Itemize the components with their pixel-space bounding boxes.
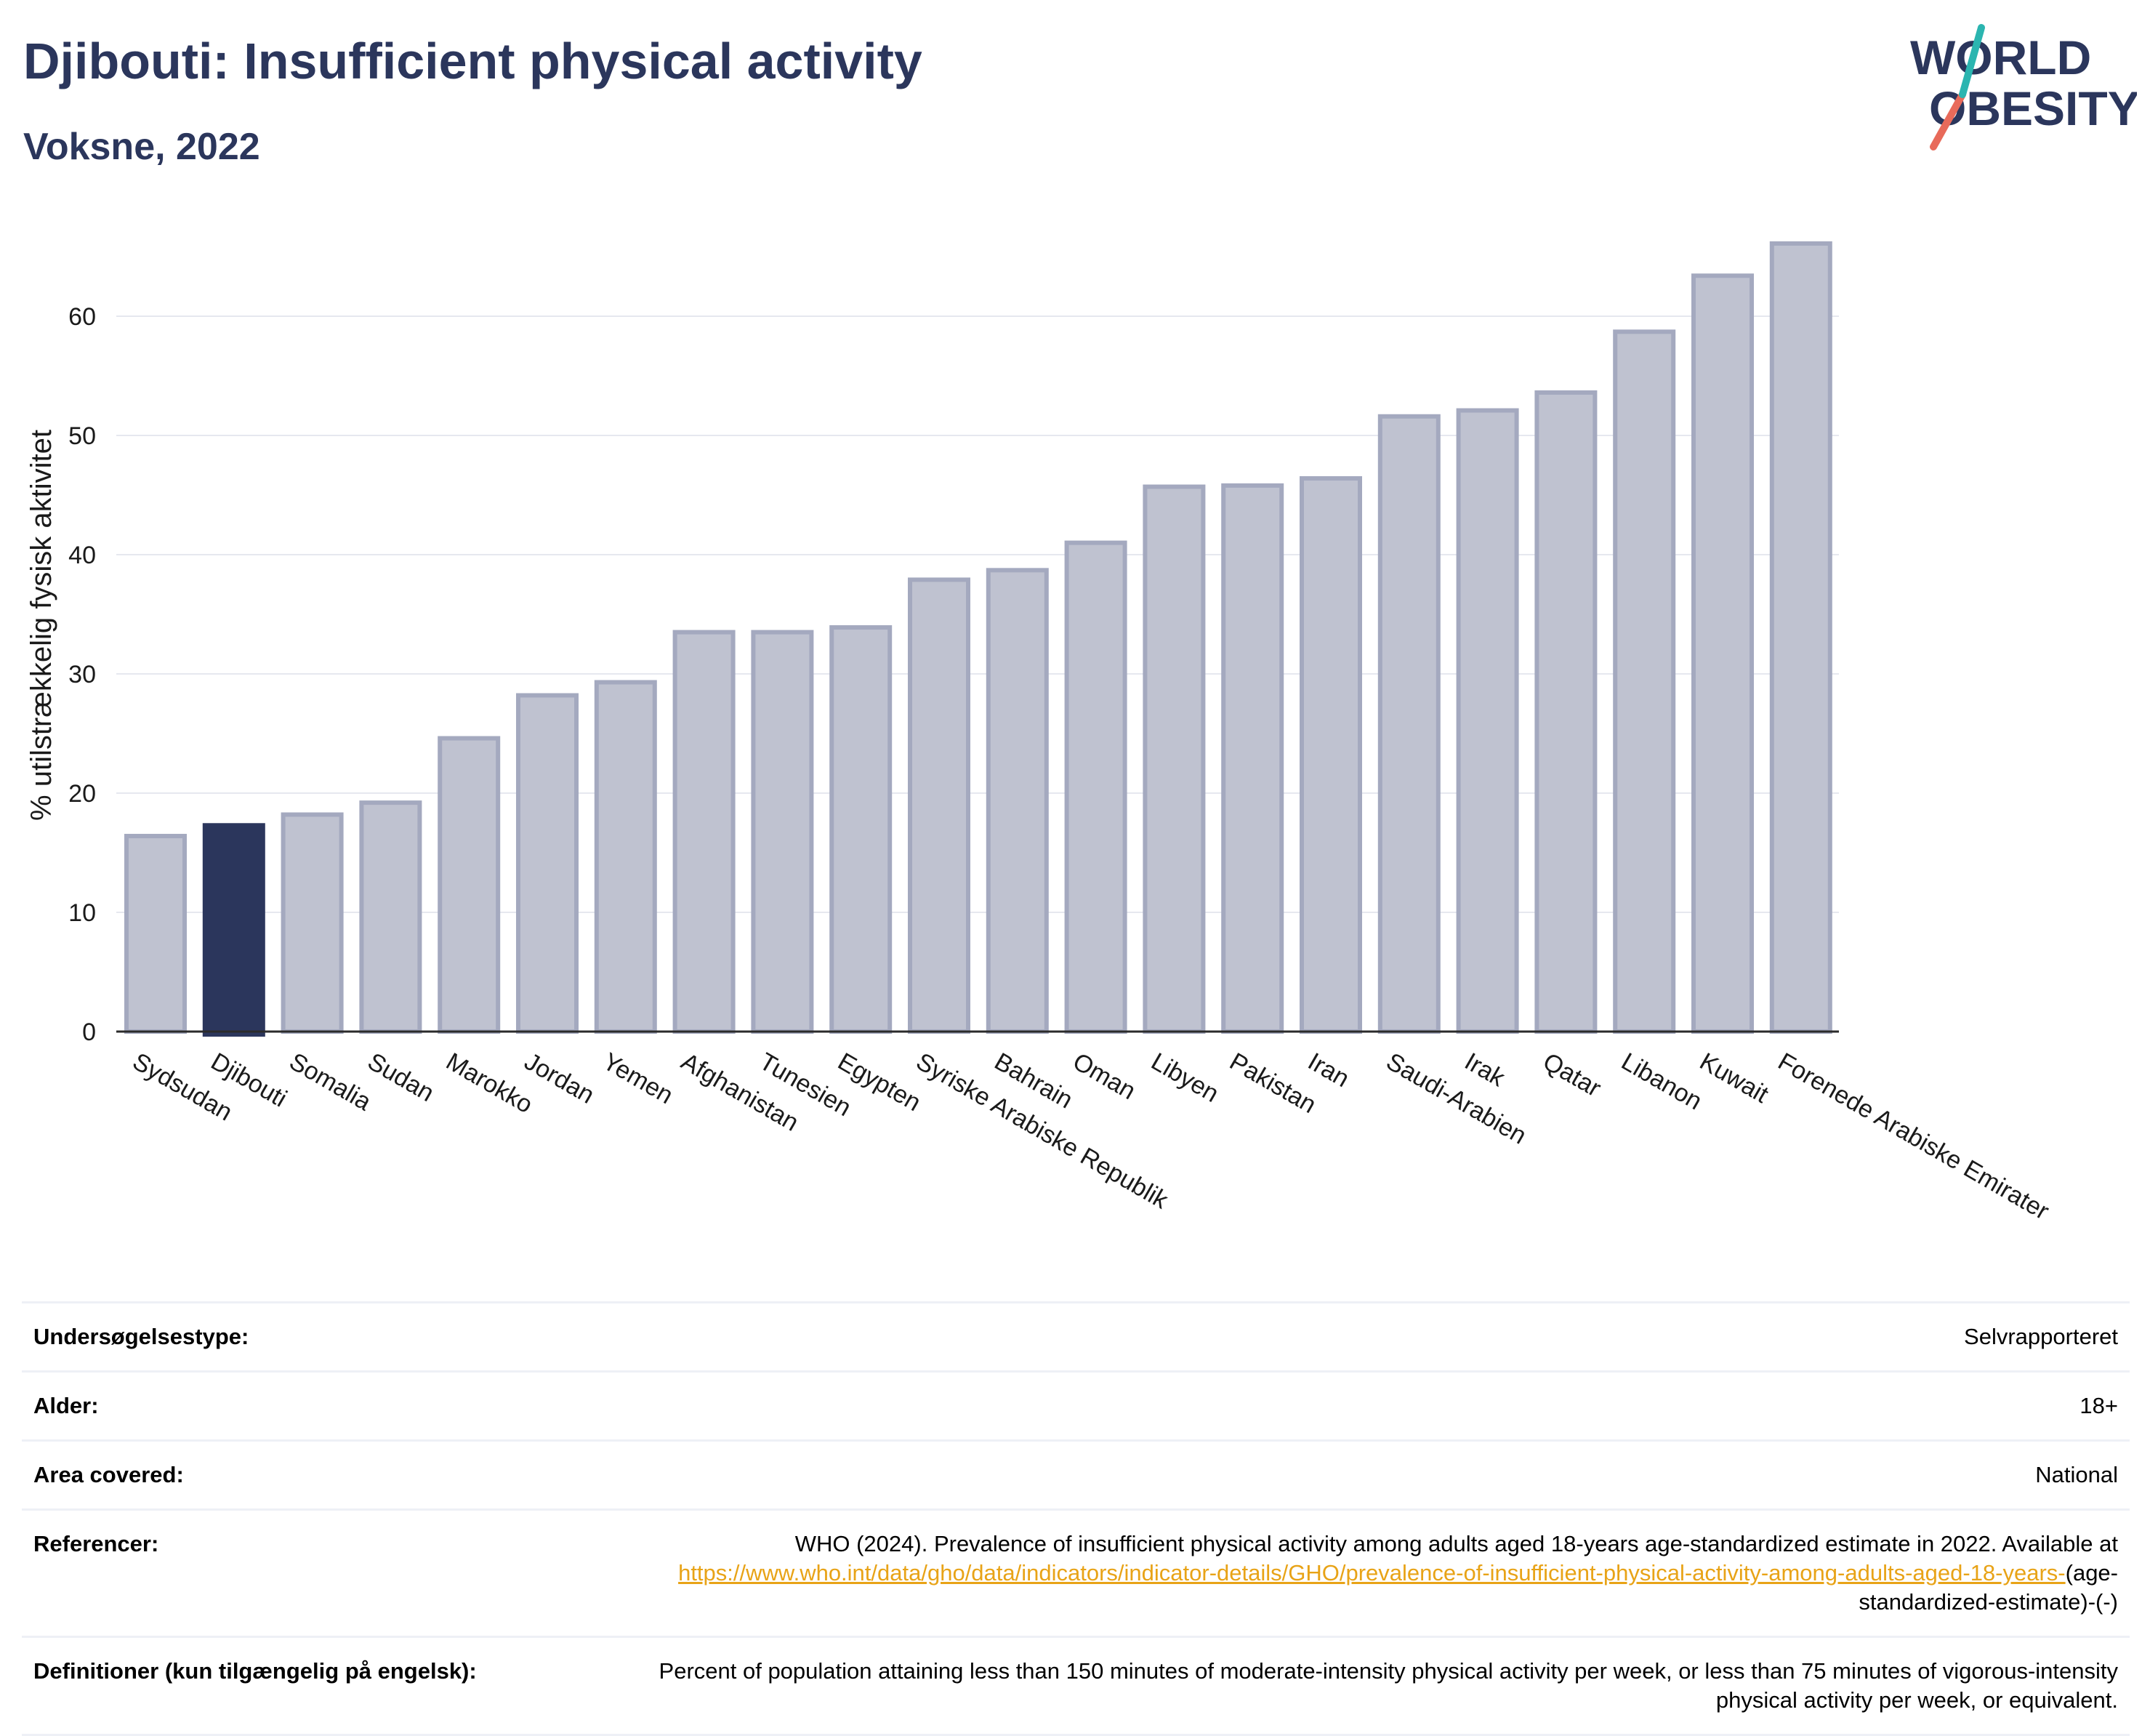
page-title: Djibouti: Insufficient physical activity [23, 33, 922, 89]
logo-slash-upper [1959, 24, 1985, 98]
bar [751, 630, 814, 1034]
info-key: Definitioner (kun tilgængelig på engelsk… [33, 1658, 477, 1684]
bar [908, 577, 970, 1034]
x-tick-label: Oman [1068, 1048, 1140, 1105]
bar [1064, 540, 1127, 1034]
info-row-reference: Referencer: WHO (2024). Prevalence of in… [22, 1508, 2130, 1636]
world-obesity-logo: WORLD OBESITY [1910, 24, 2137, 150]
bar [281, 812, 344, 1034]
logo-slash-lower [1930, 91, 1966, 150]
bar [1769, 241, 1832, 1034]
y-tick-label: 10 [68, 899, 96, 927]
x-tick-label: Libyen [1146, 1048, 1223, 1108]
x-tick-label: Pakistan [1225, 1048, 1321, 1119]
bar [829, 625, 893, 1034]
y-tick-label: 50 [68, 422, 96, 450]
reference-value: WHO (2024). Prevalence of insufficient p… [592, 1530, 2118, 1617]
bar [1456, 408, 1519, 1034]
x-tick-label: Somalia [285, 1048, 376, 1116]
bar [516, 693, 579, 1034]
y-axis-label: % utilstrækkelig fysisk aktivitet [25, 430, 57, 821]
info-row: Area covered: National [22, 1439, 2130, 1508]
y-tick-label: 0 [82, 1018, 96, 1046]
logo-line1: WORLD [1910, 31, 2091, 84]
y-tick-label: 40 [68, 542, 96, 569]
x-tick-label: Libanon [1616, 1048, 1707, 1115]
bar [594, 680, 657, 1034]
bar [1534, 390, 1598, 1034]
y-tick-label: 20 [68, 780, 96, 808]
info-key: Undersøgelsestype: [33, 1324, 249, 1349]
info-row-definition: Definitioner (kun tilgængelig på engelsk… [22, 1636, 2130, 1736]
info-value: 18+ [2079, 1393, 2118, 1418]
bar-chart: 0 10 20 30 40 50 60 % utilstrækkelig fysisk akt… [25, 241, 2054, 1226]
info-key: Referencer: [33, 1531, 159, 1556]
info-row: Alder: 18+ [22, 1370, 2130, 1439]
info-value: Selvrapporteret [1964, 1324, 2118, 1349]
page-subtitle: Voksne, 2022 [23, 126, 260, 168]
info-key: Alder: [33, 1393, 99, 1418]
reference-link[interactable]: https://www.who.int/data/gho/data/indica… [678, 1560, 2066, 1586]
definition-value: Percent of population attaining less tha… [659, 1658, 2118, 1713]
y-tick-label: 60 [68, 303, 96, 331]
reference-text: WHO (2024). Prevalence of insufficient p… [794, 1531, 2118, 1556]
x-tick-label: Qatar [1538, 1048, 1606, 1102]
bar [1221, 483, 1284, 1034]
info-value: National [2035, 1462, 2118, 1487]
bar [1377, 414, 1441, 1034]
bar-highlight [202, 823, 265, 1037]
bar [1613, 329, 1676, 1034]
info-row: Undersøgelsestype: Selvrapporteret [22, 1301, 2130, 1370]
bar [986, 568, 1049, 1034]
x-tick-label: Forenede Arabiske Emirater [1773, 1048, 2054, 1226]
x-tick-label: Yemen [598, 1048, 678, 1109]
bar [1143, 484, 1206, 1034]
bar [1300, 476, 1362, 1034]
info-table: Undersøgelsestype: Selvrapporteret Alder… [22, 1301, 2130, 1736]
x-tick-label: Sudan [363, 1048, 438, 1107]
y-tick-label: 30 [68, 661, 96, 688]
x-tick-label: Kuwait [1695, 1048, 1773, 1109]
x-tick-label: Iran [1303, 1048, 1354, 1093]
x-tick-label: Irak [1460, 1048, 1510, 1093]
bar [672, 630, 736, 1034]
bar [1691, 273, 1754, 1034]
x-tick-label: Marokko [441, 1048, 537, 1119]
bar [359, 800, 422, 1034]
reference-suffix: (age-standardized-estimate)-(-) [1859, 1560, 2118, 1615]
x-tick-label: Saudi-Arabien [1382, 1048, 1531, 1150]
info-key: Area covered: [33, 1462, 184, 1487]
bar [438, 736, 501, 1034]
bar [124, 834, 187, 1034]
